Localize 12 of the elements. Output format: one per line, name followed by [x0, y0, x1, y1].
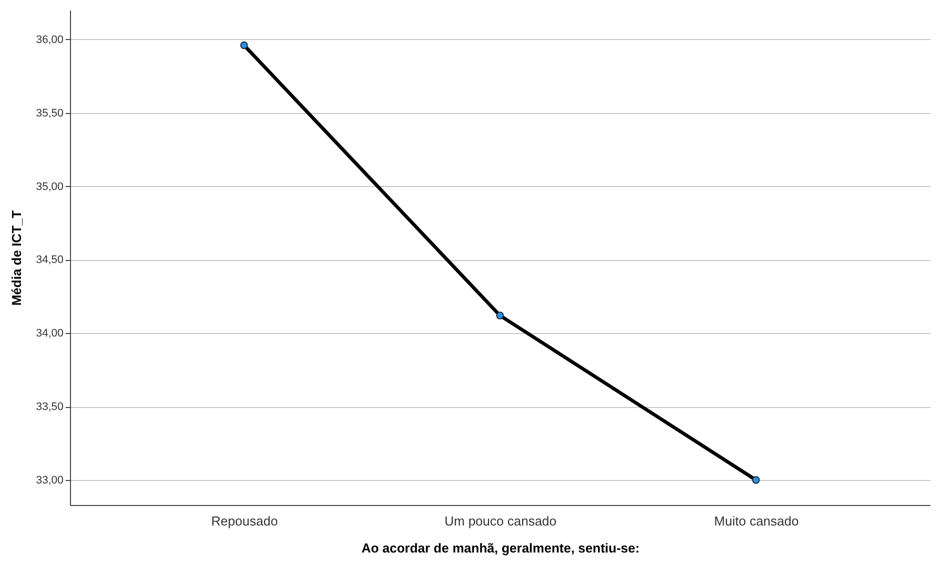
x-tick-label: Repousado: [211, 514, 278, 528]
y-tick-label: 33,50: [36, 401, 64, 414]
y-tick-label: 33,00: [36, 474, 64, 487]
y-tick-label: 34,50: [36, 254, 64, 266]
y-tick-label: 35,50: [36, 107, 64, 120]
x-tick-label: Muito cansado: [714, 514, 799, 528]
y-axis-title: Média de ICT_T: [8, 210, 24, 306]
y-tick-label: 35,00: [36, 180, 64, 193]
y-tick-label: 34,00: [36, 328, 64, 340]
y-tick-label: 36,00: [36, 34, 64, 46]
x-axis-title: Ao acordar de manhã, geralmente, sentiu-se:: [361, 540, 640, 556]
x-tick-label: Um pouco cansado: [444, 514, 557, 528]
